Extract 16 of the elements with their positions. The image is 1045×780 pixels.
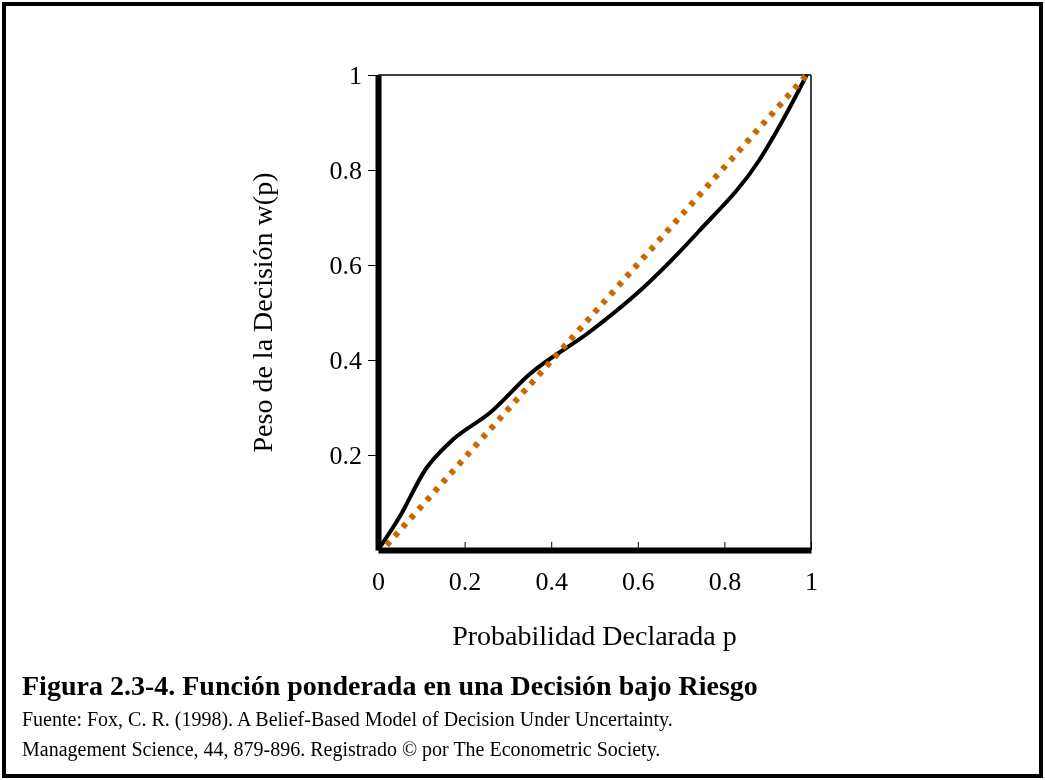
x-tick-label: 0.6 [622,567,655,597]
y-tick-label: 0.2 [329,440,362,470]
y-axis-title: Peso de la Decisión w(p) [247,172,278,453]
x-tick-label: 0.4 [535,567,568,597]
y-tick-label: 0.6 [329,250,362,280]
x-tick-label: 1 [805,567,818,597]
y-tick-label: 0.4 [329,345,362,375]
y-tick-label: 0.8 [329,155,362,185]
x-tick-label: 0.8 [708,567,742,597]
x-tick-label: 0 [372,567,385,597]
x-tick-label: 0.2 [448,567,482,597]
y-tick-label: 1 [349,60,362,90]
source-note: Fuente: Fox, C. R. (1998). A Belief-Based Model of Decision Under Uncertainty. [22,708,673,731]
x-axis-title: Probabilidad Declarada p [452,620,737,651]
text: Figura 2.3-4. Función ponderada en una Decisión bajo Riesgo [22,670,758,701]
text: Management Science, 44, 879-896. Registrado © por The Econometric Society. [22,738,661,761]
